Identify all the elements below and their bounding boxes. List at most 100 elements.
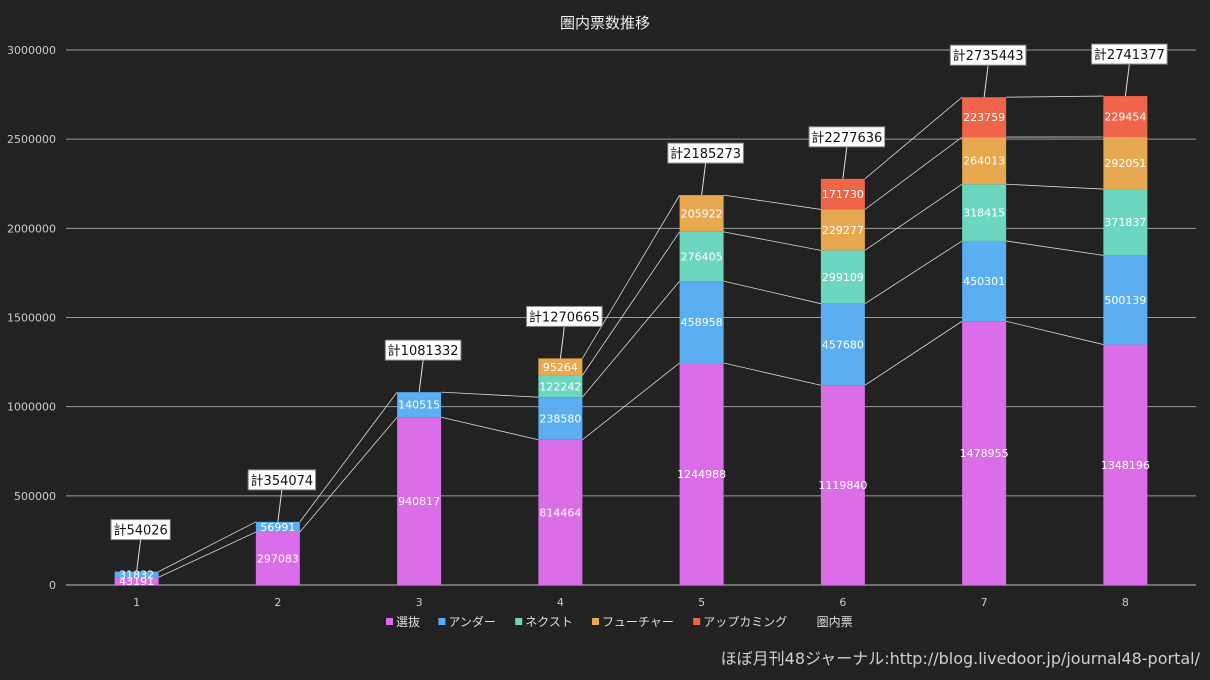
segment-value-label: 95264 [543, 361, 578, 374]
series-connector-line [441, 416, 539, 441]
legend-swatch [386, 618, 393, 625]
bar-segment [114, 571, 159, 578]
series-connector-line [1006, 183, 1104, 190]
segment-value-label: 450301 [963, 275, 1005, 288]
segment-value-label: 500139 [1104, 294, 1146, 307]
bar-segment [538, 358, 583, 376]
series-connector-line [582, 194, 680, 359]
x-tick-label: 1 [133, 596, 140, 609]
segment-value-label: 31832 [119, 568, 154, 581]
series-connector-line [158, 521, 257, 572]
bar-segment [1103, 96, 1148, 137]
segment-value-label: 229277 [822, 224, 864, 237]
bar-segment [820, 250, 865, 304]
series-connector-line [723, 280, 821, 305]
segment-value-label: 43191 [119, 575, 154, 588]
bar-segment [1103, 344, 1148, 585]
segment-value-label: 940817 [398, 495, 440, 508]
bar-segment [820, 178, 865, 210]
bar-segment [679, 231, 724, 282]
legend: 選抜 アンダー ネクスト フューチャー アップカミング 圏内票 [386, 614, 853, 629]
total-label-box [667, 142, 744, 164]
total-leader-line [701, 163, 707, 196]
segment-value-label: 264013 [963, 155, 1005, 168]
legend-swatch [438, 618, 446, 625]
y-tick-label: 2000000 [7, 222, 56, 235]
bar-segment [538, 397, 583, 440]
total-label: 計2277636 [811, 130, 882, 146]
series-connector-line [864, 96, 963, 180]
bar-segment [820, 303, 865, 386]
segment-value-label: 457680 [822, 338, 864, 351]
legend-label: ネクスト [525, 615, 573, 629]
bar-segment [397, 392, 442, 418]
bar-segment [679, 362, 724, 585]
legend-swatch [592, 618, 599, 625]
segment-value-label: 140515 [398, 399, 440, 412]
chart-title: 圏内票数推移 [560, 14, 650, 32]
total-label-box [384, 339, 462, 361]
bar-segment [1103, 136, 1148, 190]
bar-segment [962, 240, 1007, 322]
y-tick-label: 0 [49, 579, 56, 592]
x-tick-label: 6 [839, 596, 846, 609]
x-tick-label: 5 [698, 596, 705, 609]
segment-value-label: 1244988 [677, 468, 726, 481]
x-tick-label: 4 [557, 596, 564, 609]
x-tick-label: 7 [981, 596, 988, 609]
segment-value-label: 229454 [1104, 111, 1146, 124]
series-connector-line [158, 531, 257, 578]
legend-label: フューチャー [602, 615, 674, 629]
series-connector-line [864, 136, 963, 210]
segment-value-label: 122242 [539, 380, 581, 393]
segment-value-label: 1478955 [960, 447, 1009, 460]
total-leader-line [842, 146, 848, 179]
segment-value-label: 371837 [1104, 216, 1146, 229]
series-connector-line [723, 194, 821, 210]
segment-value-label: 458958 [681, 316, 723, 329]
bar-segment [820, 209, 865, 251]
legend-label: アップカミング [703, 615, 787, 629]
bar-segment [397, 417, 442, 585]
total-label-box [1091, 43, 1168, 65]
legend-swatch [515, 618, 523, 625]
segment-value-label: 1119840 [818, 479, 867, 492]
total-leader-line [136, 539, 142, 572]
bar-segment [538, 439, 583, 585]
segment-value-label: 171730 [822, 188, 864, 201]
total-label: 計2735443 [953, 48, 1024, 64]
segment-value-label: 292051 [1104, 157, 1146, 170]
y-tick-label: 2500000 [7, 133, 56, 146]
series-connector-line [1006, 240, 1104, 256]
total-leader-line [559, 326, 565, 359]
segment-value-label: 318415 [963, 207, 1005, 220]
segment-value-label: 223759 [963, 111, 1005, 124]
grid-layer: 0 500000 1000000 1500000 2000000 2500000 30000… [7, 44, 1196, 609]
x-tick-label: 2 [274, 596, 281, 609]
bar-segment [679, 281, 724, 363]
total-leader-line [418, 360, 424, 393]
series-connector-line [299, 416, 398, 533]
total-label-box [949, 44, 1027, 66]
bar-segment [962, 137, 1007, 185]
series-connector-line [723, 362, 821, 386]
total-label-box [247, 469, 317, 491]
total-leader-line [277, 489, 283, 522]
total-label: 計1270665 [529, 309, 600, 325]
legend-label: 選抜 [396, 615, 420, 629]
series-connector-line [582, 231, 680, 376]
total-label-box [526, 305, 603, 327]
segment-value-label: 299109 [822, 271, 864, 284]
segment-value-label: 814464 [539, 506, 581, 519]
bar-segment [962, 184, 1007, 241]
series-connector-line [582, 280, 680, 398]
bar-segment [962, 97, 1007, 138]
series-connector-line [864, 183, 963, 251]
total-label: 計2741377 [1094, 47, 1165, 63]
total-label-box [808, 126, 886, 148]
legend-label: 圏内票 [817, 615, 853, 629]
y-tick-label: 3000000 [7, 44, 56, 57]
segment-value-label: 56991 [260, 521, 295, 534]
series-connector-line [582, 362, 680, 441]
